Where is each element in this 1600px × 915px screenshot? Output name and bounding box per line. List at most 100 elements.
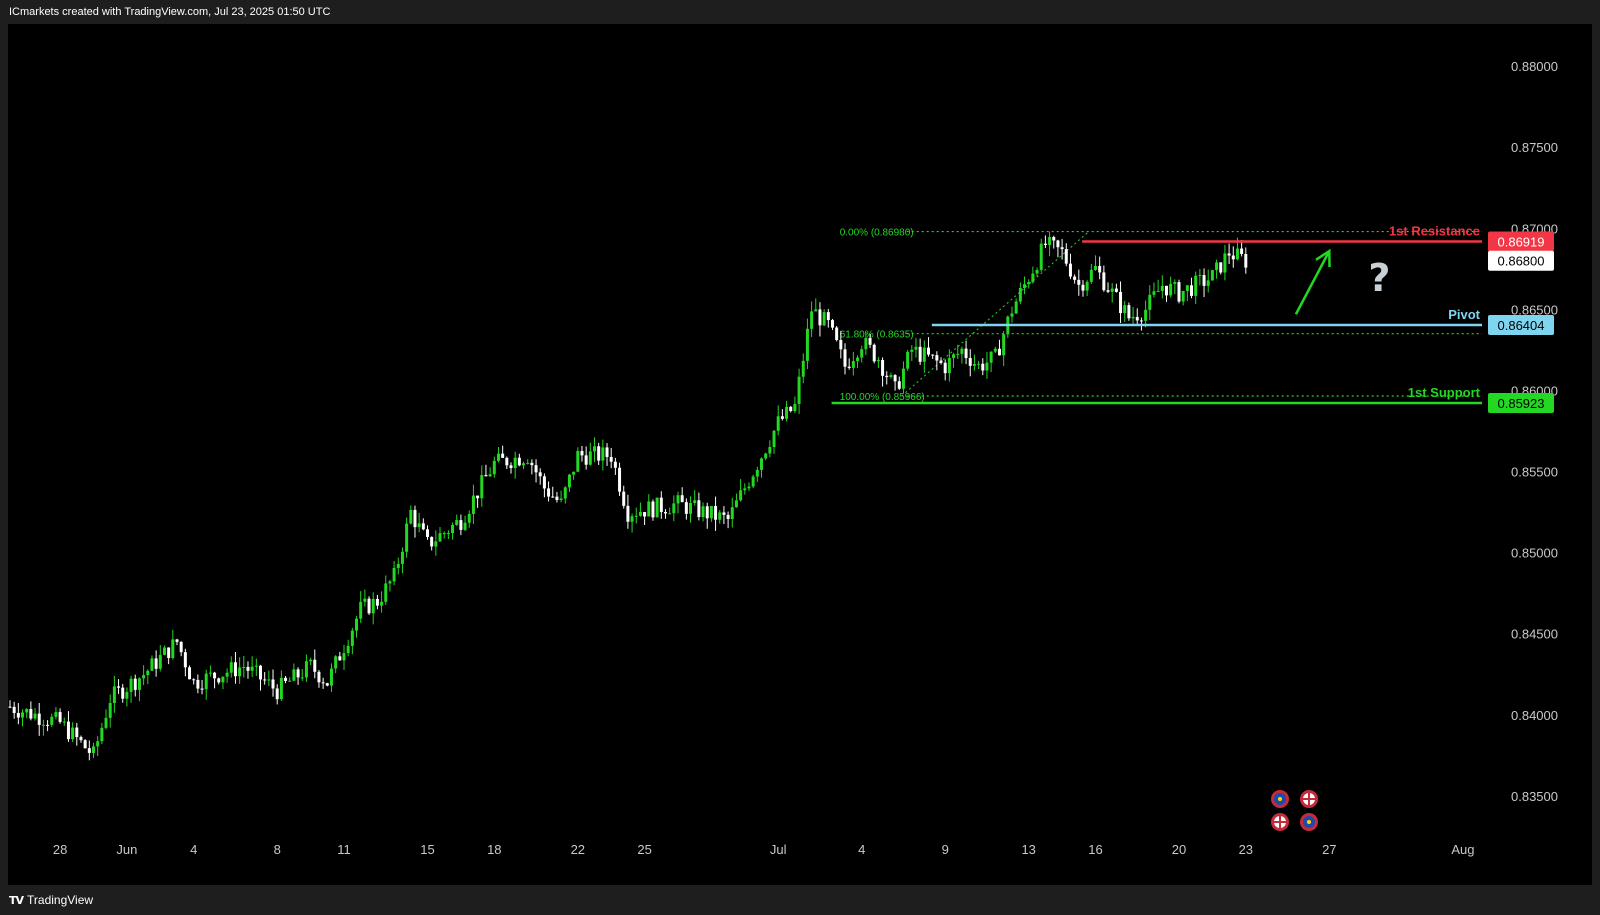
candle-body (1206, 280, 1210, 286)
candle-body (952, 354, 956, 359)
candle-body (79, 737, 83, 741)
x-axis-tick-label: 18 (487, 842, 501, 857)
candle-body (1081, 284, 1085, 291)
y-axis-tick-label: 0.83500 (1511, 789, 1558, 804)
candle-body (663, 511, 667, 514)
candle-body (1131, 316, 1135, 319)
candle-body (659, 497, 663, 512)
candle-body (66, 721, 70, 740)
chart-panel[interactable]: 0.00% (0.86980) 61.80% (0.8635) 100.00% (0… (8, 24, 1592, 885)
candle-body (576, 450, 580, 472)
fib-level-label: 100.00% (0.85966) (840, 392, 925, 403)
candle-body (851, 361, 855, 368)
candle-body (785, 406, 789, 419)
candle-body (517, 457, 521, 466)
candle-body (29, 708, 33, 719)
candle-body (897, 381, 901, 389)
candle-body (534, 465, 538, 473)
candle-body (221, 676, 225, 683)
candle-body (1010, 313, 1014, 317)
candle-body (1102, 272, 1106, 291)
candle-body (129, 678, 133, 692)
level-price-tag: 0.86919 (1498, 234, 1545, 249)
candle-body (1152, 291, 1156, 295)
candle-body (993, 348, 997, 352)
candle-body (179, 641, 183, 653)
candle-body (1181, 290, 1185, 302)
level-price-tag-bg (1488, 392, 1554, 413)
candle-body (405, 523, 409, 552)
candle-body (797, 376, 801, 405)
candle-body (1164, 285, 1168, 296)
attribution-text: ICmarkets created with TradingView.com, … (9, 6, 331, 18)
candle-body (818, 309, 822, 326)
candle-body (162, 647, 166, 655)
candle-body (1023, 284, 1027, 288)
candle-body (939, 360, 943, 363)
candle-body (1139, 320, 1143, 322)
candle-body (1031, 273, 1035, 283)
candle-body (279, 677, 283, 700)
candle-body (446, 533, 450, 535)
candle-body (133, 678, 137, 690)
candlestick-chart[interactable]: 0.00% (0.86980) 61.80% (0.8635) 100.00% (0… (8, 24, 1592, 885)
candle-body (471, 495, 475, 515)
candle-body (609, 456, 613, 462)
candle-body (1110, 288, 1114, 292)
candle-body (100, 727, 104, 742)
candle-body (58, 712, 62, 722)
tradingview-logo[interactable]: TV TradingView (9, 893, 93, 907)
candle-body (488, 474, 492, 477)
candle-body (1048, 237, 1052, 245)
candle-body (50, 716, 54, 725)
x-axis-tick-label: 8 (274, 842, 281, 857)
candle-body (342, 653, 346, 661)
candle-body (630, 516, 634, 522)
candle-body (259, 665, 262, 680)
level-name-label: 1st Resistance (1389, 223, 1480, 238)
candle-body (430, 536, 434, 547)
candle-body (1173, 282, 1177, 284)
x-axis-tick-label: 20 (1172, 842, 1186, 857)
question-mark: ? (1368, 256, 1390, 300)
candle-body (931, 354, 935, 356)
tradingview-logo-icon: TV (9, 893, 24, 907)
candle-body (509, 465, 513, 469)
candle-body (1002, 334, 1006, 356)
candle-body (434, 541, 438, 547)
candle-body (542, 476, 546, 489)
candle-body (1219, 262, 1223, 273)
candle-body (843, 349, 847, 367)
candle-body (367, 598, 371, 614)
candle-body (638, 512, 642, 516)
candle-body (584, 455, 588, 465)
eu-flag-icon-stars (1307, 820, 1311, 824)
candle-body (338, 656, 342, 661)
level-price-tag: 0.85923 (1498, 396, 1545, 411)
level-price-tag-bg (1488, 231, 1554, 252)
candle-body (438, 533, 442, 542)
candle-body (325, 683, 329, 686)
candle-body (597, 446, 601, 461)
candle-body (964, 348, 968, 359)
candle-body (722, 512, 726, 515)
candle-body (1194, 275, 1198, 296)
candle-body (605, 447, 609, 457)
candle-body (1077, 279, 1081, 285)
candle-body (96, 741, 100, 747)
candle-body (822, 312, 826, 326)
candle-body (1014, 301, 1018, 314)
candle-body (918, 346, 922, 362)
candle-body (567, 474, 571, 488)
candle-body (175, 639, 179, 642)
candle-body (87, 748, 91, 753)
candle-body (1085, 281, 1089, 291)
candle-body (292, 669, 296, 681)
candle-body (442, 533, 446, 535)
candle-body (672, 503, 676, 514)
candle-body (167, 647, 171, 659)
candle-body (246, 666, 250, 671)
candle-body (1043, 243, 1047, 245)
candle-body (1089, 269, 1093, 282)
candle-body (225, 672, 229, 677)
